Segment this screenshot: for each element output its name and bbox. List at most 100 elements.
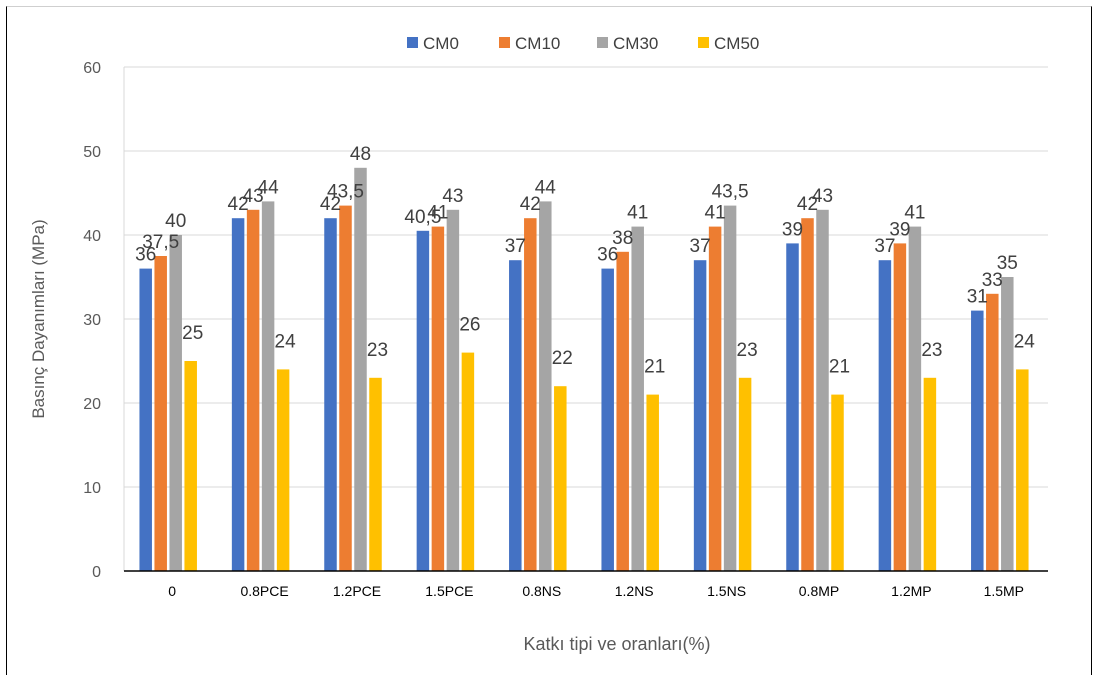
y-tick-label: 30 (83, 312, 101, 329)
legend-label: CM0 (423, 34, 459, 53)
data-label: 43 (812, 186, 833, 207)
data-label: 42 (520, 194, 541, 215)
data-label: 23 (921, 340, 942, 361)
chart-frame (6, 6, 1092, 675)
bar-cm50 (369, 377, 382, 571)
data-label: 37,5 (142, 232, 179, 253)
data-label: 40,5 (404, 207, 441, 228)
bars (139, 167, 1029, 572)
data-label: 21 (644, 357, 665, 378)
data-label: 25 (182, 323, 203, 344)
data-label: 42 (320, 194, 341, 215)
data-label: 41 (627, 203, 648, 224)
bar-cm0 (601, 268, 614, 571)
bar-cm50 (554, 386, 567, 571)
bar-cm50 (646, 394, 659, 571)
bar-cm30 (539, 201, 552, 571)
x-tick-label: 0.8NS (522, 583, 561, 599)
data-label: 44 (535, 177, 557, 198)
legend-label: CM50 (714, 34, 759, 53)
y-axis-ticks: 0 10 20 30 40 50 60 (83, 60, 101, 581)
legend-swatch-cm0 (407, 37, 418, 48)
bar-cm30 (169, 235, 182, 571)
bar-cm30 (261, 201, 275, 571)
bar-cm0 (231, 218, 245, 571)
bar-cm10 (801, 218, 814, 571)
data-label: 37 (690, 236, 711, 257)
x-tick-label: 0.8MP (799, 583, 839, 599)
y-tick-label: 40 (83, 228, 101, 245)
x-axis-label: Katkı tipi ve oranları(%) (523, 634, 710, 654)
y-tick-label: 0 (92, 564, 101, 581)
x-tick-label: 0.8PCE (240, 583, 288, 599)
data-label: 22 (552, 348, 573, 369)
bar-cm0 (509, 260, 522, 571)
legend-swatch-cm50 (698, 37, 709, 48)
bar-cm10 (524, 218, 537, 571)
bar-cm0 (971, 310, 984, 571)
data-label: 37 (505, 236, 526, 257)
legend-label: CM30 (613, 34, 658, 53)
bar-cm10 (893, 243, 907, 571)
x-tick-label: 1.5MP (984, 583, 1024, 599)
bar-cm50 (831, 394, 844, 571)
bar-cm50 (184, 361, 197, 571)
data-label: 36 (135, 245, 156, 266)
bar-cm0 (878, 260, 892, 571)
legend-label: CM10 (515, 34, 560, 53)
bar-cm30 (631, 226, 644, 571)
data-label: 44 (258, 177, 280, 198)
x-tick-label: 1.5PCE (425, 583, 473, 599)
y-axis-label: Basınç Dayanımları (MPa) (29, 219, 48, 418)
data-label: 26 (459, 315, 480, 336)
data-label: 43,5 (712, 182, 749, 203)
bar-cm50 (461, 352, 475, 571)
bar-cm10 (708, 226, 722, 571)
bar-cm50 (738, 377, 752, 571)
x-tick-label: 1.2PCE (333, 583, 381, 599)
data-label: 40 (165, 211, 186, 232)
data-labels: 3637,54025424344244243,5482340,541432637… (135, 144, 1035, 378)
x-tick-label: 1.2NS (615, 583, 654, 599)
data-label: 43,5 (327, 182, 364, 203)
data-label: 48 (350, 144, 371, 165)
data-label: 38 (612, 228, 633, 249)
data-label: 42 (797, 194, 818, 215)
legend-swatch-cm30 (597, 37, 608, 48)
data-label: 43 (442, 186, 463, 207)
data-label: 41 (705, 203, 726, 224)
bar-cm10 (246, 209, 260, 572)
data-label: 36 (597, 245, 618, 266)
bar-cm30 (354, 167, 367, 572)
data-label: 23 (737, 340, 758, 361)
data-label: 41 (427, 203, 448, 224)
bar-cm30 (1001, 277, 1014, 571)
bar-cm50 (923, 377, 937, 571)
bar-cm0 (324, 218, 337, 571)
data-label: 43 (243, 186, 264, 207)
bar-cm30 (446, 209, 460, 572)
y-tick-label: 50 (83, 144, 101, 161)
y-tick-label: 10 (83, 480, 101, 497)
x-tick-label: 1.5NS (707, 583, 746, 599)
legend-swatch-cm10 (499, 37, 510, 48)
data-label: 33 (982, 270, 1003, 291)
bar-cm30 (816, 209, 829, 572)
x-tick-label: 1.2MP (891, 583, 931, 599)
bar-cm0 (416, 230, 430, 572)
bar-cm10 (431, 226, 445, 571)
data-label: 35 (997, 253, 1018, 274)
data-label: 41 (904, 203, 925, 224)
bar-cm50 (1016, 369, 1029, 571)
data-label: 24 (1014, 331, 1036, 352)
data-label: 37 (874, 236, 895, 257)
bar-cm0 (139, 268, 152, 571)
bar-cm10 (339, 205, 352, 571)
bar-cm0 (786, 243, 799, 571)
data-label: 31 (967, 287, 988, 308)
data-label: 23 (367, 340, 388, 361)
bar-cm0 (693, 260, 707, 571)
bar-cm10 (154, 256, 167, 571)
bar-cm30 (723, 205, 737, 571)
